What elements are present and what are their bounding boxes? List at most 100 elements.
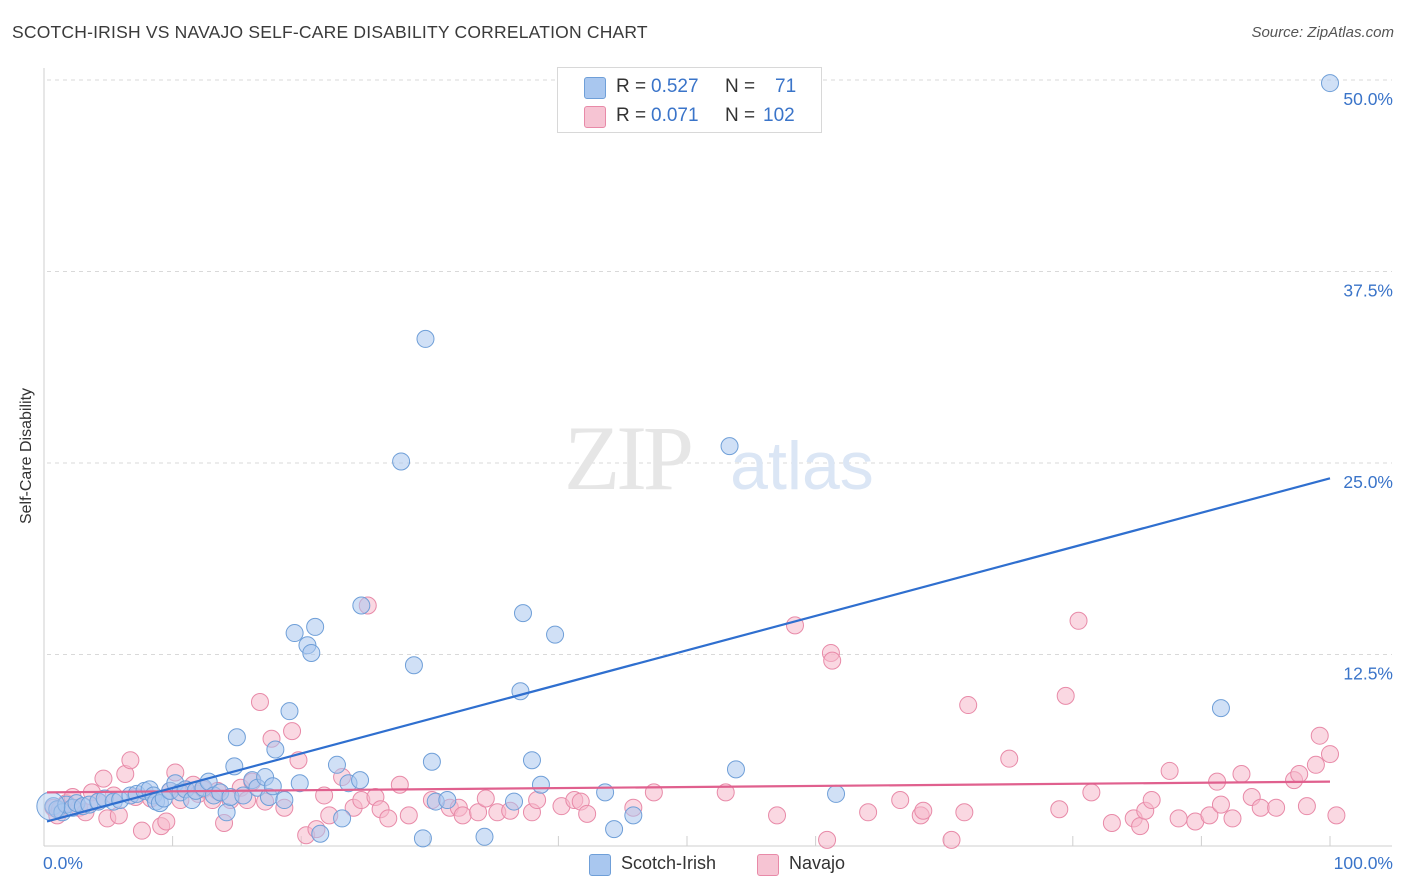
navajo-point <box>1000 749 1019 768</box>
scotch-irish-point <box>827 784 846 803</box>
navajo-point <box>818 830 837 849</box>
navajo-point <box>942 830 961 849</box>
navajo-point <box>1142 791 1161 810</box>
r-value: 0.527 <box>651 76 699 97</box>
scotch-irish-point <box>1321 74 1339 93</box>
n-label: N = <box>725 105 756 126</box>
watermark-atlas: atlas <box>730 428 874 504</box>
navajo-point <box>1200 806 1219 825</box>
scotch-irish-point <box>605 820 624 839</box>
r-label: R = <box>616 105 647 126</box>
navajo-point <box>1211 795 1230 814</box>
navajo-point <box>1169 809 1188 828</box>
navajo-point <box>250 692 269 711</box>
source-note: Source: ZipAtlas.com <box>1251 24 1394 41</box>
scotch-irish-point <box>351 771 370 790</box>
n-value: 102 <box>763 105 795 126</box>
scotch-irish-point <box>438 791 457 810</box>
navajo-point <box>768 806 787 825</box>
scotch-irish-point <box>217 803 236 822</box>
scotch-irish-point <box>531 775 550 794</box>
navajo-swatch <box>584 106 606 128</box>
navajo-point <box>1131 817 1150 836</box>
navajo-legend-swatch <box>757 854 779 876</box>
x-tick-label-max: 100.0% <box>1334 853 1393 873</box>
watermark-zip: ZIP <box>564 407 691 509</box>
scotch-irish-point <box>720 437 739 456</box>
legend-row-scotch-irish: R = 0.527 N = 71 <box>558 72 821 102</box>
correlation-legend: R = 0.527 N = 71 R = 0.071 N = 102 <box>557 67 822 133</box>
scotch-irish-point <box>505 792 524 811</box>
grid-layer <box>43 68 1392 847</box>
x-tick-label-min: 0.0% <box>43 853 83 873</box>
scotch-irish-point <box>416 329 435 348</box>
scotch-irish-point <box>413 829 432 848</box>
y-tick-label: 12.5% <box>1343 664 1393 684</box>
navajo-point <box>1306 755 1325 774</box>
navajo-point <box>1251 798 1270 817</box>
navajo-points <box>44 596 1346 849</box>
navajo-point <box>379 809 398 828</box>
navajo-point <box>121 751 140 770</box>
navajo-point <box>955 803 974 822</box>
navajo-point <box>132 821 151 840</box>
scotch-irish-point <box>624 806 643 825</box>
scotch-irish-point <box>36 791 66 821</box>
navajo-point <box>1232 764 1251 783</box>
scotch-irish-point <box>306 617 325 636</box>
navajo-trend-line <box>46 780 1331 794</box>
scotch-irish-point <box>275 791 294 810</box>
r-label: R = <box>616 76 647 97</box>
navajo-point <box>1223 809 1242 828</box>
navajo-point <box>1321 745 1339 764</box>
navajo-point <box>390 775 409 794</box>
navajo-point <box>1327 806 1346 825</box>
scotch-irish-point <box>280 702 299 721</box>
scotch-irish-point <box>522 751 541 770</box>
n-value: 71 <box>775 76 797 97</box>
navajo-point <box>959 696 978 715</box>
scotch-irish-trend-line <box>46 477 1331 823</box>
tick-labels: 12.5% 25.0% 37.5% 50.0% 0.0% 100.0% <box>43 89 1393 873</box>
scotch-irish-point <box>263 777 282 796</box>
scotch-irish-point <box>546 625 565 644</box>
scotch-irish-point <box>302 643 321 662</box>
navajo-point <box>1310 726 1329 745</box>
scotch-irish-point <box>333 809 352 828</box>
navajo-point <box>469 803 488 822</box>
legend-row-navajo: R = 0.071 N = 102 <box>558 101 821 131</box>
scotch-irish-point <box>392 452 411 471</box>
navajo-point <box>578 804 597 823</box>
scotch-irish-point <box>285 624 304 643</box>
trend-lines <box>46 477 1331 823</box>
navajo-point <box>1102 814 1121 833</box>
scotch-irish-points <box>36 74 1339 848</box>
scotch-irish-point <box>513 604 532 623</box>
navajo-point <box>1267 798 1286 817</box>
scotch-irish-legend-swatch <box>589 854 611 876</box>
navajo-point <box>1082 783 1101 802</box>
navajo-point <box>891 791 910 810</box>
navajo-point <box>823 651 842 670</box>
navajo-point <box>1069 611 1088 630</box>
navajo-point <box>1056 686 1075 705</box>
navajo-point <box>94 769 113 788</box>
scotch-irish-point <box>290 774 309 793</box>
scotch-irish-point <box>726 760 745 779</box>
scotch-irish-point <box>596 783 615 802</box>
y-tick-label: 25.0% <box>1343 472 1393 492</box>
watermark: ZIP atlas <box>564 407 874 509</box>
navajo-point <box>1160 761 1179 780</box>
navajo-point <box>476 789 495 808</box>
navajo-point <box>528 791 547 810</box>
navajo-point <box>914 801 933 820</box>
navajo-point <box>859 803 878 822</box>
scotch-irish-point <box>266 740 285 759</box>
y-tick-label: 50.0% <box>1343 89 1393 109</box>
navajo-point <box>1050 800 1069 819</box>
navajo-point <box>1290 764 1309 783</box>
scotch-irish-legend-label: Scotch-Irish <box>621 853 717 873</box>
scotch-irish-point <box>227 728 246 747</box>
n-label: N = <box>725 76 756 97</box>
